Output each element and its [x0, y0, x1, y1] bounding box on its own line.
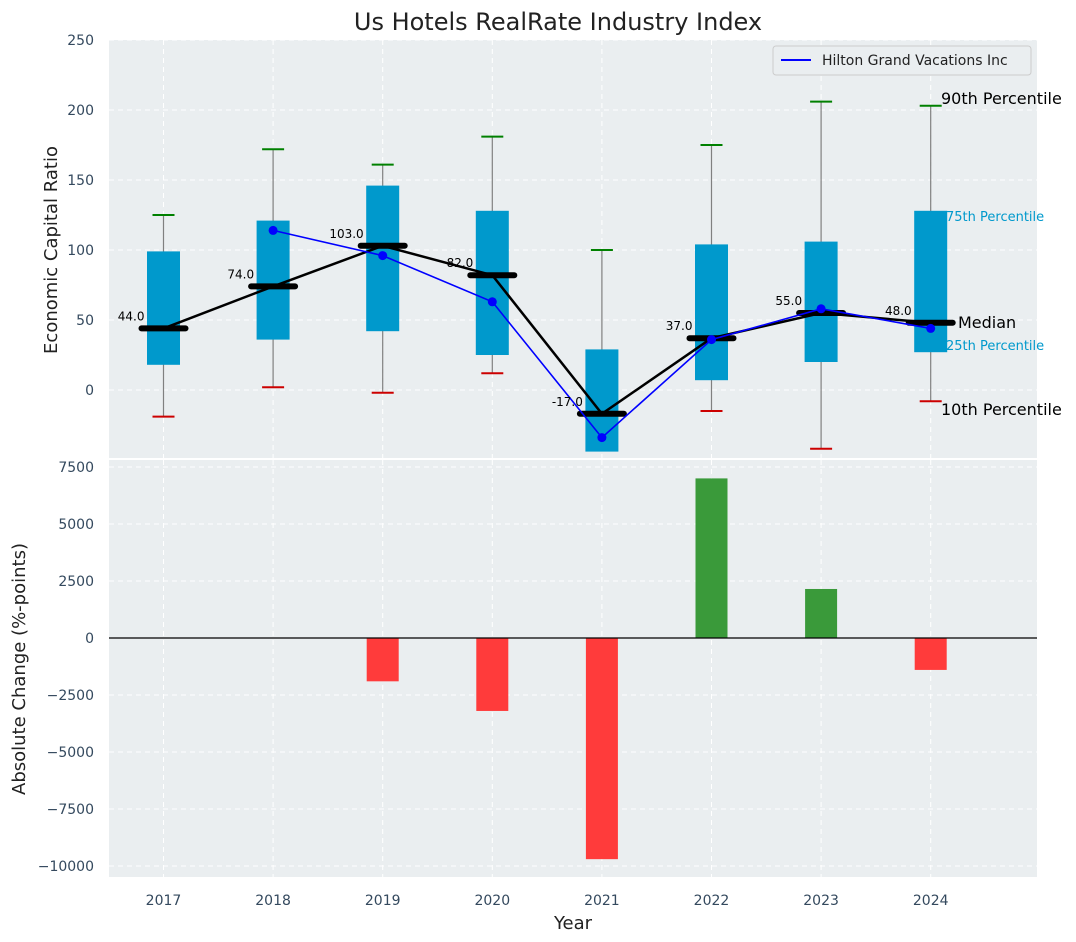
bottom-y-tick-label: 2500	[58, 574, 94, 590]
bottom-y-tick-label: −2500	[47, 688, 94, 704]
top-y-tick-label: 250	[67, 33, 94, 49]
top-y-tick-label: 50	[76, 313, 94, 329]
top-y-tick-label: 100	[67, 243, 94, 259]
change-bars	[366, 478, 947, 860]
top-y-tick-label: 200	[67, 103, 94, 119]
p90-annotation: 90th Percentile	[941, 89, 1062, 108]
p25-annotation: 25th Percentile	[946, 339, 1044, 354]
bottom-plot-area	[109, 460, 1037, 877]
x-tick-label: 2019	[365, 893, 401, 909]
top-y-tick-label: 150	[67, 173, 94, 189]
bar-2023	[805, 588, 838, 638]
median-label: 55.0	[775, 294, 802, 308]
percentile-boxes	[147, 185, 948, 452]
hilton-point	[816, 304, 826, 314]
p75-annotation: 75th Percentile	[946, 210, 1044, 225]
median-label: 48.0	[885, 304, 912, 318]
percentile-caps	[152, 100, 942, 450]
box-2017	[147, 251, 180, 365]
median-label: 74.0	[227, 267, 254, 281]
bottom-y-tick-label: 7500	[58, 460, 94, 476]
bottom-x-ticks: 2017 2018 2019 2020 2021 2022 2023 2024	[146, 893, 949, 909]
top-y-axis-label: Economic Capital Ratio	[41, 146, 62, 354]
x-tick-label: 2017	[146, 893, 182, 909]
chart-title: Us Hotels RealRate Industry Index	[354, 8, 762, 36]
top-y-ticks: 0 50 100 150 200 250	[67, 33, 94, 399]
bar-2022	[695, 478, 728, 638]
bottom-y-tick-label: −7500	[47, 802, 94, 818]
median-trend-line	[163, 244, 931, 416]
legend: Hilton Grand Vacations Inc	[772, 45, 1032, 76]
x-tick-label: 2020	[474, 893, 510, 909]
hilton-point	[597, 433, 607, 443]
median-label: 37.0	[666, 319, 693, 333]
x-axis-label: Year	[553, 913, 593, 934]
median-label: 44.0	[118, 309, 145, 323]
bottom-y-tick-label: −5000	[47, 745, 94, 761]
x-tick-label: 2022	[694, 893, 730, 909]
hilton-point	[378, 251, 388, 261]
x-tick-label: 2023	[803, 893, 839, 909]
median-label: -17.0	[552, 395, 583, 409]
box-2018	[256, 220, 290, 340]
hilton-point	[707, 335, 716, 345]
hilton-point	[268, 225, 278, 235]
legend-box	[772, 45, 1032, 76]
bar-2024	[914, 638, 947, 670]
x-tick-label: 2024	[913, 893, 949, 909]
bar-2020	[476, 638, 509, 711]
top-y-tick-label: 0	[85, 383, 94, 399]
bottom-y-axis-label: Absolute Change (%-points)	[9, 543, 30, 795]
hilton-series	[268, 225, 936, 443]
bottom-y-tick-label: −10000	[38, 859, 94, 875]
bottom-y-ticks: −10000 −7500 −5000 −2500 0 2500 5000 7500	[38, 460, 94, 875]
p10-annotation: 10th Percentile	[941, 400, 1062, 419]
bottom-y-tick-label: 5000	[58, 517, 94, 533]
hilton-point	[926, 323, 936, 333]
median-annotation: Median	[958, 313, 1016, 332]
box-2022	[695, 244, 728, 381]
median-label: 103.0	[329, 227, 363, 241]
box-2020	[475, 210, 509, 355]
box-2023	[804, 241, 838, 362]
x-tick-label: 2021	[584, 893, 620, 909]
median-value-labels: 44.0 74.0 103.0 82.0 -17.0 37.0 55.0 48.0	[118, 227, 912, 409]
hilton-point	[487, 297, 497, 307]
bottom-y-tick-label: 0	[85, 631, 94, 647]
bar-2019	[366, 638, 399, 682]
x-tick-label: 2018	[255, 893, 291, 909]
legend-label: Hilton Grand Vacations Inc	[822, 53, 1008, 69]
median-label: 82.0	[447, 256, 474, 270]
bar-2021	[585, 638, 618, 860]
